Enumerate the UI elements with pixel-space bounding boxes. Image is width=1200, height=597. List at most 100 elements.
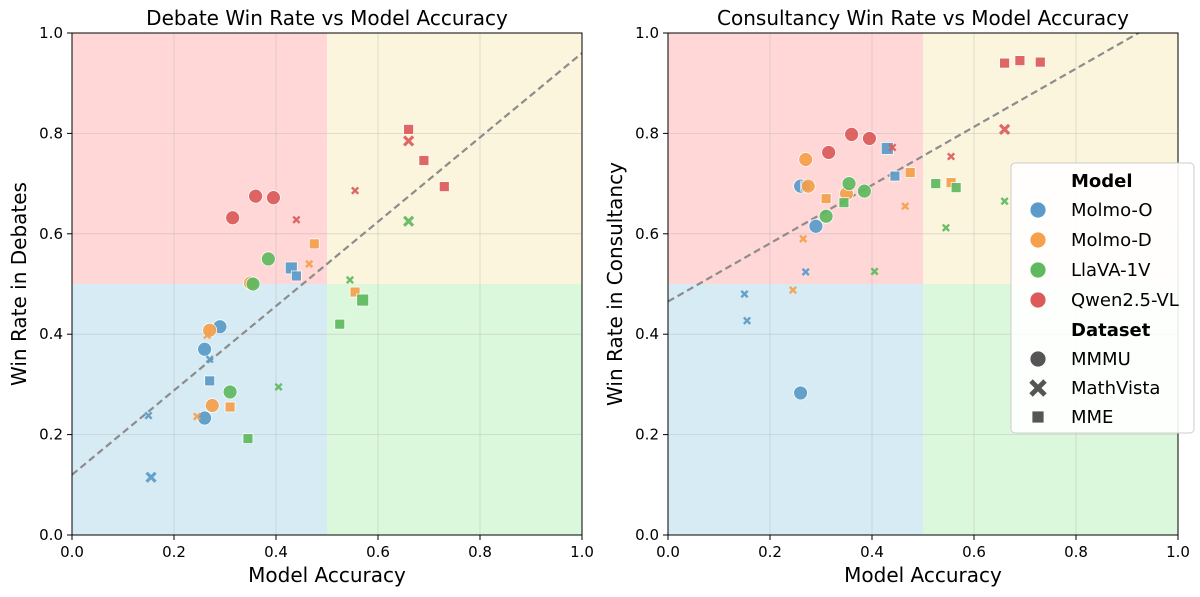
chart-title: Debate Win Rate vs Model Accuracy — [146, 6, 508, 30]
point-molmo-d-mathvista — [305, 259, 314, 268]
legend-label: MMMU — [1071, 349, 1131, 370]
point-molmo-d-mme — [308, 238, 320, 250]
point-qwen2-5-vl-mme — [1014, 55, 1026, 67]
x-tick-label: 0.8 — [1064, 543, 1088, 561]
point-molmo-d-mathvista — [203, 331, 212, 340]
point-qwen2-5-vl-mme — [403, 123, 415, 135]
point-llava-1v-mathvista — [345, 275, 354, 285]
legend-marker-molmo-o — [1029, 201, 1047, 219]
point-molmo-d-mmmu — [798, 152, 814, 167]
legend-label: Molmo-O — [1071, 200, 1153, 221]
point-qwen2-5-vl-mme — [438, 181, 450, 193]
legend: Model Molmo-O Molmo-D LlaVA-1V Qwen2.5-VL Dat… — [1010, 162, 1195, 434]
point-molmo-d-mathvista — [788, 285, 797, 295]
legend-model-title: Model — [1071, 171, 1133, 192]
x-tick-label: 1.0 — [570, 543, 594, 561]
x-tick-label: 0.8 — [468, 543, 492, 561]
y-tick-label: 0.6 — [39, 225, 63, 243]
point-molmo-o-mathvista — [145, 471, 157, 483]
y-tick-label: 0.4 — [39, 325, 63, 343]
point-llava-1v-mme — [838, 197, 850, 209]
x-axis-label: Model Accuracy — [248, 563, 406, 587]
point-qwen2-5-vl-mmmu — [821, 145, 837, 160]
legend-marker-qwen2-5-vl — [1029, 291, 1047, 309]
point-molmo-o-mme — [290, 270, 302, 282]
chart-panel-1: 0.0 0.2 0.4 0.6 0.8 1.0 0.0 0.2 0.4 0.6 0.8 1.0 Deba… — [7, 6, 594, 587]
point-molmo-d-mmmu — [202, 322, 218, 338]
point-qwen2-5-vl-mathvista — [292, 215, 301, 224]
point-qwen2-5-vl-mathvista — [888, 143, 897, 152]
point-llava-1v-mme — [242, 433, 254, 445]
point-qwen2-5-vl-mme — [418, 155, 430, 166]
legend-marker-mmmu — [1029, 350, 1047, 368]
legend-label: MME — [1071, 407, 1113, 428]
y-axis-label: Win Rate in Consultancy — [603, 162, 627, 406]
y-tick-label: 1.0 — [39, 24, 63, 42]
x-tick-label: 0.0 — [656, 543, 680, 561]
point-molmo-o-mmmu — [197, 341, 213, 357]
point-qwen2-5-vl-mmmu — [225, 210, 241, 226]
point-qwen2-5-vl-mmmu — [266, 190, 281, 206]
y-tick-label: 1.0 — [635, 24, 659, 42]
point-llava-1v-mathvista — [274, 382, 283, 391]
legend-marker-mme — [1031, 410, 1045, 424]
legend-marker-molmo-d — [1029, 231, 1047, 249]
point-molmo-d-mme — [349, 286, 361, 298]
point-molmo-d-mathvista — [192, 412, 201, 421]
y-tick-label: 0.8 — [39, 124, 63, 142]
point-molmo-o-mme — [204, 375, 216, 387]
y-tick-label: 0.2 — [39, 426, 63, 444]
x-tick-label: 0.0 — [60, 543, 84, 561]
y-axis-label: Win Rate in Debates — [7, 182, 31, 386]
y-tick-label: 0.2 — [635, 426, 659, 444]
chart-title: Consultancy Win Rate vs Model Accuracy — [717, 6, 1129, 30]
x-tick-label: 0.6 — [366, 543, 390, 561]
point-llava-1v-mmmu — [818, 208, 834, 224]
point-molmo-d-mme — [820, 193, 832, 205]
point-llava-1v-mme — [334, 318, 346, 330]
trend-line — [72, 52, 582, 476]
point-llava-1v-mme — [930, 178, 942, 190]
legend-marker-llava-1v — [1029, 261, 1047, 279]
point-molmo-o-mathvista — [740, 289, 749, 299]
quadrant-4 — [327, 284, 582, 535]
quadrant-3 — [72, 284, 327, 535]
point-qwen2-5-vl-mathvista — [998, 123, 1011, 135]
point-molmo-d-mme — [224, 401, 236, 413]
y-tick-label: 0.6 — [635, 225, 659, 243]
point-llava-1v-mathvista — [870, 267, 879, 276]
point-llava-1v-mmmu — [260, 251, 276, 267]
point-molmo-d-mathvista — [901, 202, 910, 211]
point-molmo-o-mathvista — [205, 355, 214, 364]
point-qwen2-5-vl-mme — [999, 57, 1010, 69]
point-llava-1v-mathvista — [941, 223, 950, 232]
y-tick-label: 0.8 — [635, 124, 659, 142]
point-molmo-o-mathvista — [801, 267, 810, 277]
point-qwen2-5-vl-mathvista — [351, 186, 360, 195]
x-tick-label: 0.4 — [860, 543, 884, 561]
point-llava-1v-mmmu — [245, 276, 261, 292]
point-llava-1v-mathvista — [1000, 197, 1009, 206]
x-tick-label: 0.2 — [758, 543, 782, 561]
point-llava-1v-mmmu — [841, 176, 857, 192]
x-tick-label: 0.2 — [162, 543, 186, 561]
x-tick-label: 1.0 — [1166, 543, 1190, 561]
y-tick-label: 0.0 — [39, 526, 63, 544]
point-molmo-o-mmmu — [808, 218, 824, 234]
point-molmo-o-mme — [889, 170, 901, 182]
point-qwen2-5-vl-mathvista — [947, 152, 956, 161]
point-qwen2-5-vl-mmmu — [844, 127, 859, 142]
point-molmo-o-mathvista — [743, 316, 752, 325]
point-molmo-o-mathvista — [144, 411, 153, 420]
y-tick-label: 0.0 — [635, 526, 659, 544]
point-llava-1v-mme — [950, 182, 962, 194]
point-llava-1v-mmmu — [856, 183, 872, 199]
point-qwen2-5-vl-mme — [1034, 56, 1046, 68]
legend-label: LlaVA-1V — [1071, 260, 1151, 281]
legend-marker-mathvista — [1029, 379, 1047, 397]
point-llava-1v-mme — [356, 293, 370, 307]
x-axis-label: Model Accuracy — [844, 563, 1002, 587]
legend-label: Molmo-D — [1071, 230, 1152, 251]
legend-label: MathVista — [1071, 378, 1160, 399]
